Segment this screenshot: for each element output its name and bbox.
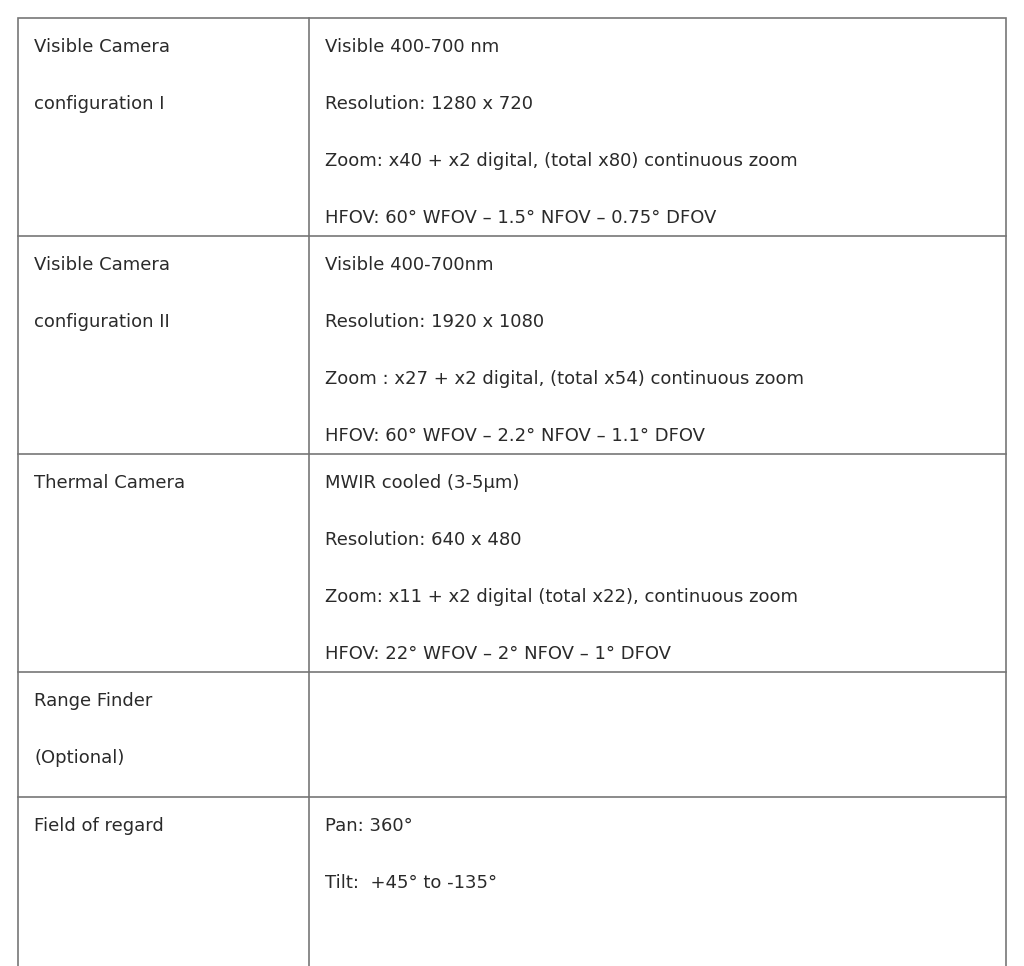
Text: Thermal Camera: Thermal Camera — [34, 474, 185, 492]
Text: Visible Camera

configuration I: Visible Camera configuration I — [34, 38, 170, 113]
Text: Visible Camera

configuration II: Visible Camera configuration II — [34, 256, 170, 331]
Text: Range Finder

(Optional): Range Finder (Optional) — [34, 692, 153, 767]
Text: Visible 400-700 nm

Resolution: 1280 x 720

Zoom: x40 + x2 digital, (total x80) : Visible 400-700 nm Resolution: 1280 x 72… — [326, 38, 798, 227]
Text: Field of regard: Field of regard — [34, 817, 164, 835]
Text: Visible 400-700nm

Resolution: 1920 x 1080

Zoom : x27 + x2 digital, (total x54): Visible 400-700nm Resolution: 1920 x 108… — [326, 256, 805, 445]
Text: Pan: 360°

Tilt:  +45° to -135°: Pan: 360° Tilt: +45° to -135° — [326, 817, 498, 892]
Text: MWIR cooled (3-5μm)

Resolution: 640 x 480

Zoom: x11 + x2 digital (total x22), : MWIR cooled (3-5μm) Resolution: 640 x 48… — [326, 474, 799, 663]
